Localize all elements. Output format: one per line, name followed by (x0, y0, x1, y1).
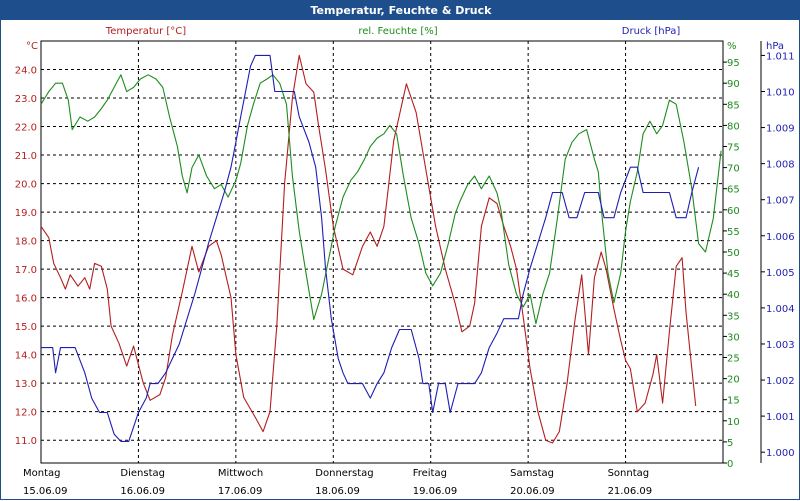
temperature-tick-label: 15.0 (15, 322, 37, 333)
series-line-pressure (41, 54, 700, 442)
x-tick-day: Donnerstag (315, 468, 373, 479)
temperature-tick-label: 21.0 (15, 151, 37, 162)
temperature-tick-label: 24.0 (15, 66, 37, 77)
x-tick-date: 17.06.09 (218, 486, 263, 497)
temperature-tick-label: 13.0 (15, 379, 37, 390)
humidity-tick-label: 65 (727, 185, 740, 196)
temperature-tick-label: 19.0 (15, 208, 37, 219)
humidity-tick-label: 70 (727, 164, 740, 175)
temperature-tick-label: 14.0 (15, 351, 37, 362)
x-tick-day: Montag (23, 468, 60, 479)
temperature-unit: °C (26, 41, 38, 52)
humidity-tick-label: 10 (727, 417, 740, 428)
humidity-tick-label: 20 (727, 375, 740, 386)
humidity-tick-label: 0 (727, 459, 733, 470)
pressure-tick-label: 1.000 (766, 448, 795, 459)
humidity-tick-label: 35 (727, 311, 740, 322)
pressure-axis-title: Druck [hPa] (622, 26, 681, 37)
grid (41, 41, 723, 463)
temperature-tick-label: 16.0 (15, 294, 37, 305)
window-title: Temperatur, Feuchte & Druck (1, 1, 800, 20)
pressure-tick-label: 1.006 (766, 232, 795, 243)
temperature-axis-title: Temperatur [°C] (105, 26, 186, 37)
humidity-tick-label: 15 (727, 396, 740, 407)
humidity-tick-label: 60 (727, 206, 740, 217)
temperature-tick-label: 12.0 (15, 408, 37, 419)
pressure-tick-label: 1.004 (766, 304, 795, 315)
pressure-tick-label: 1.007 (766, 196, 795, 207)
axes (40, 40, 765, 464)
series-layer (40, 54, 722, 444)
humidity-tick-label: 25 (727, 354, 740, 365)
x-tick-date: 19.06.09 (413, 486, 458, 497)
x-tick-day: Sonntag (608, 468, 650, 479)
pressure-tick-label: 1.011 (766, 51, 795, 62)
pressure-tick-label: 1.002 (766, 376, 795, 387)
x-tick-day: Dienstag (120, 468, 165, 479)
x-tick-day: Freitag (413, 468, 447, 479)
pressure-tick-label: 1.001 (766, 412, 795, 423)
humidity-unit: % (727, 41, 737, 52)
x-tick-date: 21.06.09 (608, 486, 653, 497)
labels-layer: 11.0 12.0 13.0 14.0 15.0 16.0 17.0 18.0 19.0 20.0… (15, 26, 795, 497)
pressure-tick-label: 1.005 (766, 268, 795, 279)
humidity-tick-label: 30 (727, 332, 740, 343)
humidity-tick-label: 85 (727, 100, 740, 111)
humidity-tick-label: 40 (727, 290, 740, 301)
pressure-tick-label: 1.009 (766, 124, 795, 135)
humidity-tick-label: 90 (727, 79, 740, 90)
series-line-temperature (40, 54, 697, 444)
pressure-tick-label: 1.010 (766, 87, 795, 98)
temperature-tick-label: 17.0 (15, 265, 37, 276)
pressure-tick-label: 1.003 (766, 340, 795, 351)
humidity-tick-label: 50 (727, 248, 740, 259)
temperature-tick-label: 18.0 (15, 237, 37, 248)
pressure-unit: hPa (766, 41, 784, 52)
humidity-axis-title: rel. Feuchte [%] (358, 26, 437, 37)
x-tick-date: 16.06.09 (120, 486, 165, 497)
x-tick-day: Mittwoch (218, 468, 263, 479)
temperature-tick-label: 22.0 (15, 123, 37, 134)
humidity-tick-label: 75 (727, 143, 740, 154)
humidity-tick-label: 45 (727, 269, 740, 280)
temperature-tick-label: 23.0 (15, 94, 37, 105)
pressure-tick-label: 1.008 (766, 160, 795, 171)
x-tick-date: 18.06.09 (315, 486, 360, 497)
x-tick-day: Samstag (510, 468, 554, 479)
plot-area (40, 40, 724, 464)
humidity-tick-label: 80 (727, 121, 740, 132)
temperature-tick-label: 11.0 (15, 436, 37, 447)
humidity-tick-label: 55 (727, 227, 740, 238)
humidity-tick-label: 95 (727, 58, 740, 69)
temperature-tick-label: 20.0 (15, 180, 37, 191)
x-tick-date: 15.06.09 (23, 486, 68, 497)
x-tick-date: 20.06.09 (510, 486, 555, 497)
humidity-tick-label: 5 (727, 438, 733, 449)
series-line-humidity (40, 74, 722, 325)
